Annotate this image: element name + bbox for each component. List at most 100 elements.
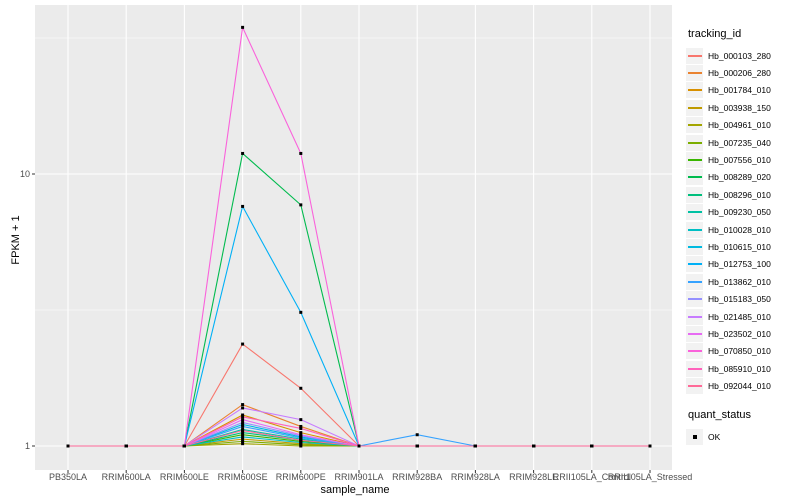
ok-legend-key — [686, 428, 703, 445]
legend-item: Hb_010615_010 — [686, 238, 798, 255]
legend-item: Hb_001784_010 — [686, 82, 798, 99]
legend-key — [686, 169, 703, 186]
data-point-marker — [299, 203, 303, 207]
data-point-marker — [241, 415, 245, 419]
legend-item-label: Hb_003938_150 — [708, 102, 771, 113]
legend-item: Hb_000206_280 — [686, 64, 798, 82]
data-point-marker — [241, 439, 245, 443]
legend-item-label: Hb_004961_010 — [708, 120, 771, 131]
x-tick-label: RRIM928LE — [509, 472, 559, 482]
data-point-marker — [241, 429, 245, 433]
data-point-marker — [241, 422, 245, 426]
legend-color-line-icon — [687, 367, 702, 370]
data-point-marker — [182, 444, 186, 448]
legend-color-line-icon — [687, 263, 702, 266]
legend-key — [686, 325, 703, 342]
legend-color-line-icon — [687, 193, 702, 196]
legend-item-label: Hb_070850_010 — [708, 346, 771, 357]
legend-item-label: Hb_008289_020 — [708, 172, 771, 183]
x-tick-label: RRII105LA_Stressed — [607, 472, 693, 482]
x-tick-label: PB350LA — [48, 472, 88, 482]
legend-key — [686, 47, 703, 64]
data-point-marker — [241, 435, 245, 439]
legend-item-label: Hb_010028_010 — [708, 224, 771, 235]
legend-item-label: Hb_013862_010 — [708, 276, 771, 287]
legend-item: Hb_004961_010 — [686, 117, 798, 134]
data-point-marker — [241, 421, 245, 425]
x-tick-label: RRIM901LA — [334, 472, 384, 482]
data-point-marker — [299, 151, 303, 155]
data-point-marker — [299, 443, 303, 447]
legend-color-line-icon — [687, 106, 702, 109]
data-point-marker — [241, 204, 245, 208]
legend-item-label: Hb_000206_280 — [708, 68, 771, 79]
data-point-marker — [241, 437, 245, 441]
data-point-marker — [241, 442, 245, 446]
legend-key — [686, 134, 703, 151]
x-tick-label: RRIM600SE — [217, 472, 268, 482]
legend-key — [686, 99, 703, 116]
legend-item: Hb_007235_040 — [686, 134, 798, 151]
data-point-marker — [241, 342, 245, 346]
legend-title-quant-status: quant_status — [688, 408, 751, 421]
x-axis-title: sample_name — [320, 484, 390, 496]
legend-key — [686, 152, 703, 169]
legend-item-label: Hb_001784_010 — [708, 85, 771, 96]
legend-key — [686, 256, 703, 273]
legend-key — [686, 291, 703, 308]
legend-key — [686, 117, 703, 134]
data-point-marker — [299, 441, 303, 445]
square-marker-icon — [692, 434, 697, 439]
legend-item: Hb_007556_010 — [686, 151, 798, 169]
data-point-marker — [241, 431, 245, 435]
legend-item-label: Hb_010615_010 — [708, 241, 771, 252]
legend-color-line-icon — [687, 211, 702, 214]
legend-item: Hb_000103_280 — [686, 47, 798, 64]
data-point-marker — [299, 438, 303, 442]
data-point-marker — [241, 424, 245, 428]
x-tick-label: RRIM928LA — [450, 472, 500, 482]
legend-key — [686, 204, 703, 221]
legend-item-label: Hb_085910_010 — [708, 363, 771, 374]
y-tick-label: 1 — [24, 441, 30, 451]
data-point-marker — [648, 444, 652, 448]
data-point-marker — [299, 426, 303, 430]
legend-key — [686, 308, 703, 325]
legend-key — [686, 221, 703, 238]
legend-item: Hb_009230_050 — [686, 204, 798, 221]
legend-item: Hb_021485_010 — [686, 308, 798, 325]
data-point-marker — [532, 444, 536, 448]
y-axis-title: FPKM + 1 — [10, 215, 22, 265]
legend-item: Hb_092044_010 — [686, 377, 798, 395]
legend-item-label: Hb_021485_010 — [708, 311, 771, 322]
legend-item: Hb_008289_020 — [686, 169, 798, 186]
legend-color-line-icon — [687, 159, 702, 162]
legend-key — [686, 186, 703, 203]
data-point-marker — [357, 444, 361, 448]
legend-color-line-icon — [687, 89, 702, 92]
legend-key — [686, 378, 703, 395]
legend-item-label: Hb_007556_010 — [708, 155, 771, 166]
data-point-marker — [299, 431, 303, 435]
legend-item: Hb_023502_010 — [686, 325, 798, 342]
legend-key — [686, 360, 703, 377]
data-point-marker — [241, 151, 245, 155]
legend-item: Hb_008296_010 — [686, 186, 798, 203]
data-point-marker — [473, 444, 477, 448]
legend-item-label: Hb_092044_010 — [708, 381, 771, 392]
legend-item: Hb_012753_100 — [686, 256, 798, 273]
legend-color-line-icon — [687, 280, 702, 283]
legend-color-line-icon — [687, 350, 702, 353]
x-tick-label: RRIM928BA — [392, 472, 443, 482]
legend-item: Hb_013862_010 — [686, 273, 798, 290]
legend-key — [686, 82, 703, 99]
data-point-marker — [299, 436, 303, 440]
data-point-marker — [241, 403, 245, 407]
legend-color-line-icon — [687, 315, 702, 318]
data-point-marker — [299, 386, 303, 390]
data-point-marker — [590, 444, 594, 448]
legend-item: Hb_070850_010 — [686, 343, 798, 360]
legend-color-line-icon — [687, 176, 702, 179]
